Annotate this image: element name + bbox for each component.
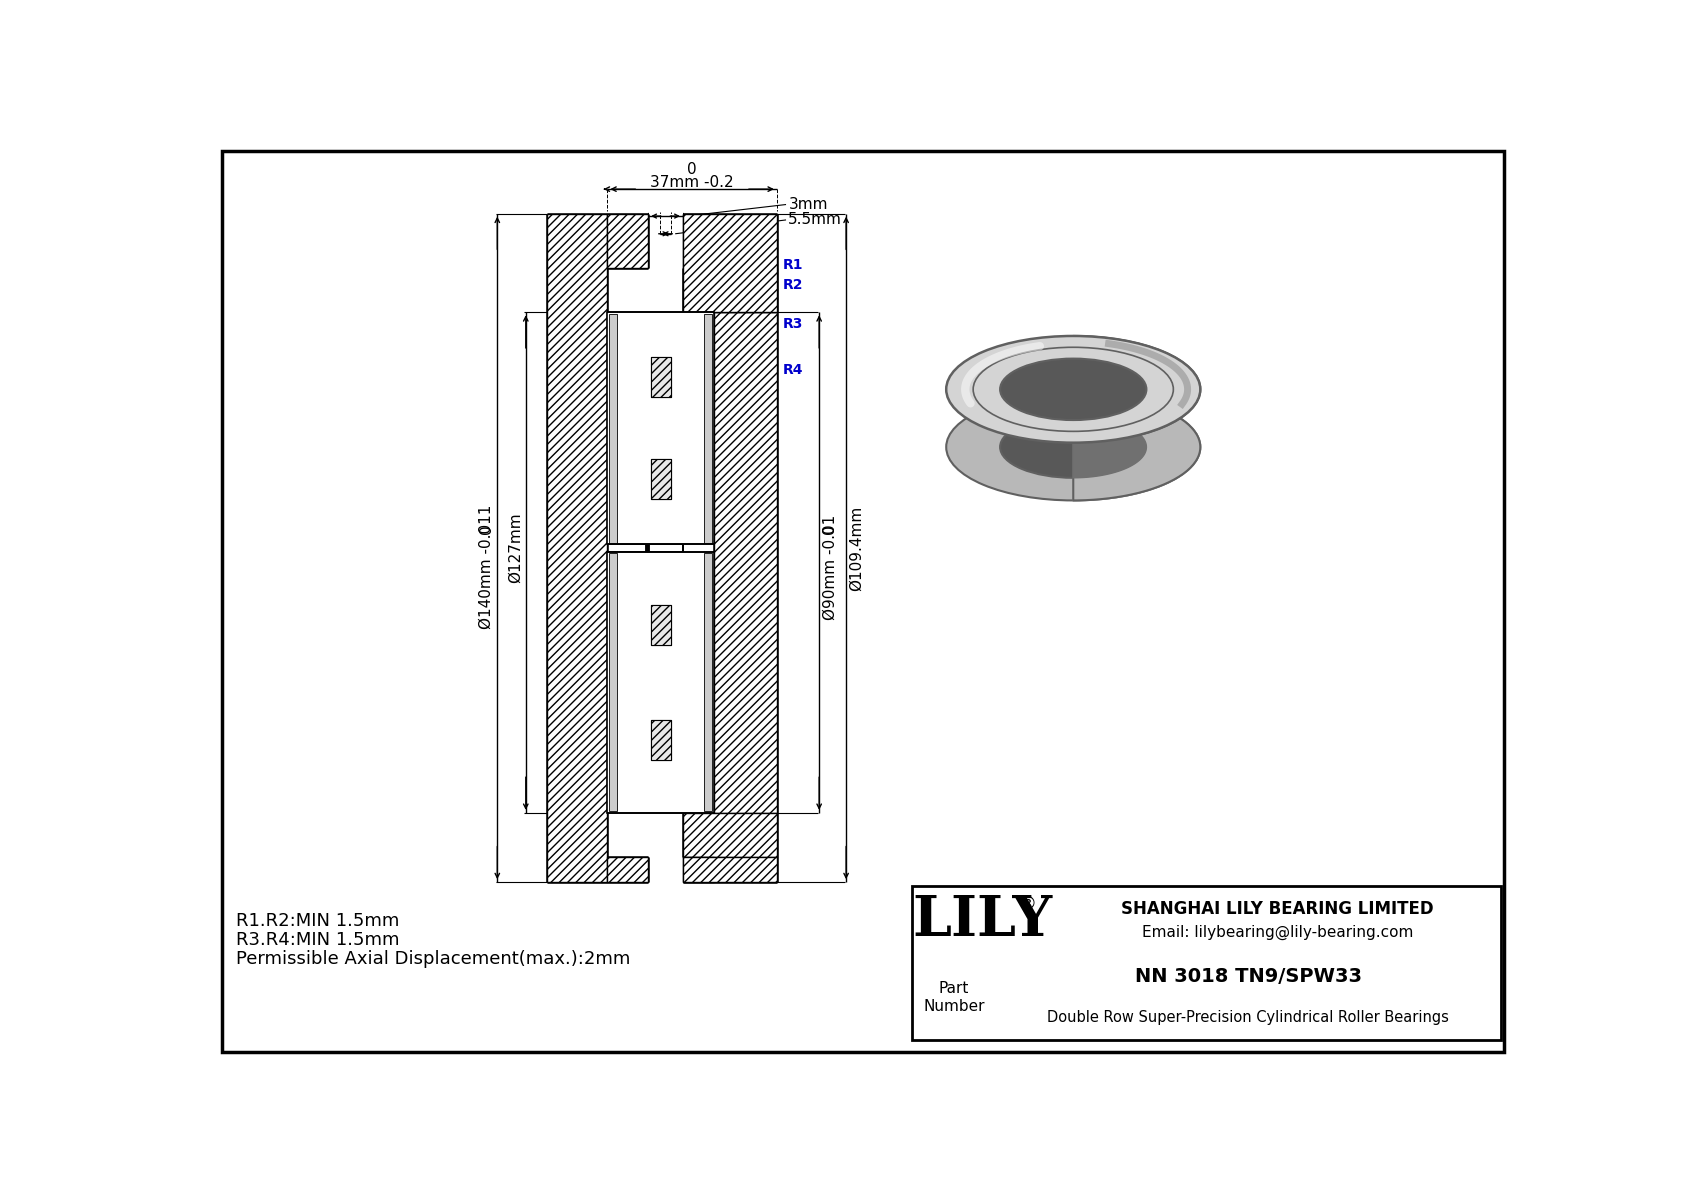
Text: LILY: LILY <box>913 893 1052 948</box>
Bar <box>547 213 608 883</box>
Bar <box>684 858 714 883</box>
Bar <box>704 554 712 811</box>
Bar <box>608 858 648 883</box>
Text: Double Row Super-Precision Cylindrical Roller Bearings: Double Row Super-Precision Cylindrical R… <box>1047 1010 1450 1024</box>
Bar <box>650 460 670 499</box>
Text: Part
Number: Part Number <box>923 981 985 1014</box>
Text: Email: lilybearing@lily-bearing.com: Email: lilybearing@lily-bearing.com <box>1142 924 1413 940</box>
Ellipse shape <box>1000 358 1147 420</box>
Text: R1.R2:MIN 1.5mm: R1.R2:MIN 1.5mm <box>236 911 399 930</box>
Bar <box>608 551 714 812</box>
Bar <box>650 357 670 398</box>
Text: Ø109.4mm: Ø109.4mm <box>849 505 864 591</box>
Bar <box>650 719 670 760</box>
Bar <box>684 213 714 268</box>
Text: SHANGHAI LILY BEARING LIMITED: SHANGHAI LILY BEARING LIMITED <box>1122 900 1433 918</box>
Text: R3.R4:MIN 1.5mm: R3.R4:MIN 1.5mm <box>236 931 399 949</box>
Bar <box>650 460 670 499</box>
Text: R2: R2 <box>783 279 803 292</box>
Bar <box>610 554 616 811</box>
Bar <box>610 314 616 543</box>
Bar <box>684 812 776 858</box>
Text: 0: 0 <box>822 524 837 534</box>
Bar <box>684 268 776 312</box>
Polygon shape <box>1073 336 1201 500</box>
Bar <box>608 312 714 544</box>
Text: ®: ® <box>1019 894 1036 912</box>
Text: 5.5mm: 5.5mm <box>788 212 842 227</box>
Text: NN 3018 TN9/SPW33: NN 3018 TN9/SPW33 <box>1135 967 1362 986</box>
Bar <box>650 357 670 398</box>
Bar <box>911 886 1500 1040</box>
Ellipse shape <box>1000 417 1147 478</box>
Text: 0: 0 <box>687 162 697 177</box>
Bar <box>684 858 776 883</box>
Bar <box>704 314 712 543</box>
Text: R3: R3 <box>783 317 803 331</box>
Ellipse shape <box>946 394 1201 500</box>
Text: Ø127mm: Ø127mm <box>507 512 522 584</box>
Ellipse shape <box>946 336 1201 443</box>
Polygon shape <box>1073 358 1147 478</box>
Text: Permissible Axial Displacement(max.):2mm: Permissible Axial Displacement(max.):2mm <box>236 950 630 968</box>
Text: 0: 0 <box>478 524 493 534</box>
Text: Ø140mm -0.011: Ø140mm -0.011 <box>478 505 493 629</box>
Bar <box>714 312 776 812</box>
Bar <box>684 213 776 312</box>
Bar <box>650 605 670 644</box>
Bar <box>608 213 648 268</box>
Text: R1: R1 <box>783 257 803 272</box>
Text: 3mm: 3mm <box>788 197 829 212</box>
Text: Ø90mm -0.01: Ø90mm -0.01 <box>822 515 837 619</box>
Text: 37mm -0.2: 37mm -0.2 <box>650 175 734 191</box>
Bar <box>650 605 670 644</box>
Text: R4: R4 <box>783 363 803 378</box>
Bar <box>650 719 670 760</box>
